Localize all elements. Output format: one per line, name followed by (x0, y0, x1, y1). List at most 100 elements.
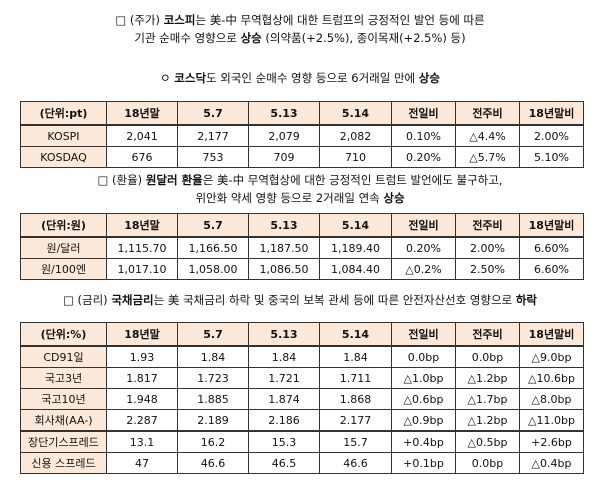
table-row: 회사채(AA-) 2.287 2.189 2.186 2.177 △0.9bp △1.2bp… (20, 409, 584, 432)
bold-term: 상승 (240, 31, 262, 45)
table-cell: 1.885 (177, 388, 249, 410)
row-label: CD91일 (20, 345, 107, 368)
fx-summary-line1: □ (환율) 원달러 환율은 美-中 무역협상에 대한 긍정적인 트럼트 발언에… (0, 172, 600, 188)
table-cell: △1.2bp (455, 367, 520, 389)
table-cell: 6.60% (519, 236, 584, 259)
column-header: 18년말 (106, 213, 178, 238)
column-header: 18년말비 (519, 101, 584, 126)
column-header: 전주비 (455, 322, 520, 347)
kosdaq-summary-line: ㅇ 코스닥도 외국인 순매수 영향 등으로 6거래일 만에 상승 (0, 70, 600, 86)
table-cell: 46.5 (248, 452, 320, 474)
table-cell: 1,187.50 (248, 236, 320, 259)
stock-table: (단위:pt) 18년말 5.7 5.13 5.14 전일비 전주비 18년말비 KOSPI 2,… (20, 101, 584, 168)
table-cell: △0.2% (391, 258, 456, 280)
fx-table: (단위:원) 18년말 5.7 5.13 5.14 전일비 전주비 18년말비 원/달러 1,11… (20, 213, 584, 280)
table-cell: △11.0bp (519, 409, 584, 432)
column-header: 전주비 (455, 213, 520, 238)
summary-text: 위안화 약세 영향 등으로 2거래일 연속 (195, 191, 384, 205)
summary-text: 기관 순매수 영향으로 (134, 31, 241, 45)
table-cell: 13.1 (106, 430, 178, 453)
bold-term: 상승 (418, 71, 440, 85)
rates-summary-line: □ (금리) 국채금리는 美 국채금리 하락 및 중국의 보복 관세 등에 따른… (0, 292, 600, 308)
column-header: 전일비 (391, 101, 456, 126)
table-cell: +0.4bp (391, 430, 456, 453)
table-cell: 710 (319, 146, 392, 168)
table-cell: 0.0bp (391, 345, 456, 368)
summary-text: 도 외국인 순매수 영향 등으로 6거래일 만에 (206, 71, 419, 85)
table-cell: 1.874 (248, 388, 320, 410)
bold-term: 코스피 (163, 13, 196, 27)
column-header: 5.13 (248, 101, 320, 126)
table-cell: △1.0bp (391, 367, 456, 389)
table-cell: 15.7 (319, 430, 392, 453)
table-cell: 1.723 (177, 367, 249, 389)
table-cell: 1,115.70 (106, 236, 178, 259)
bold-term: 원달러 환율 (145, 173, 203, 187)
table-cell: 2.189 (177, 409, 249, 432)
table-row: 국고10년 1.948 1.885 1.874 1.868 △0.6bp △1.7bp △8.… (20, 388, 584, 410)
column-header: 전일비 (391, 213, 456, 238)
column-header: 5.13 (248, 322, 320, 347)
table-cell: 15.3 (248, 430, 320, 453)
stock-summary-line2: 기관 순매수 영향으로 상승 (의약품(+2.5%), 종이목재(+2.5%) … (0, 30, 600, 46)
column-header: 5.14 (319, 322, 392, 347)
column-header: 18년말 (106, 322, 178, 347)
column-header: (단위:pt) (20, 101, 107, 126)
table-cell: 2.177 (319, 409, 392, 432)
table-cell: 709 (248, 146, 320, 168)
table-cell: 1.948 (106, 388, 178, 410)
table-row: KOSDAQ 676 753 709 710 0.20% △5.7% 5.10% (20, 146, 584, 168)
bold-term: 상승 (383, 191, 405, 205)
fx-summary-line2: 위안화 약세 영향 등으로 2거래일 연속 상승 (0, 190, 600, 206)
row-label: 원/100엔 (20, 258, 107, 280)
table-cell: △9.0bp (519, 345, 584, 368)
row-label: 회사채(AA-) (20, 409, 107, 432)
table-cell: 1.84 (248, 345, 320, 368)
table-cell: 1.84 (177, 345, 249, 368)
table-cell: 2,079 (248, 124, 320, 147)
table-cell: 1.868 (319, 388, 392, 410)
table-cell: 1.93 (106, 345, 178, 368)
table-cell: △0.5bp (455, 430, 520, 453)
table-header-row: (단위:pt) 18년말 5.7 5.13 5.14 전일비 전주비 18년말비 (20, 101, 584, 126)
column-header: 18년말비 (519, 322, 584, 347)
row-label: 국고3년 (20, 367, 107, 389)
rates-table: (단위:%) 18년말 5.7 5.13 5.14 전일비 전주비 18년말비 CD91일 1.9… (20, 322, 584, 474)
column-header: 전일비 (391, 322, 456, 347)
table-row: CD91일 1.93 1.84 1.84 1.84 0.0bp 0.0bp △9.0bp (20, 345, 584, 368)
table-cell: 1,017.10 (106, 258, 178, 280)
column-header: 18년말비 (519, 213, 584, 238)
row-label: 국고10년 (20, 388, 107, 410)
table-row: 국고3년 1.817 1.723 1.721 1.711 △1.0bp △1.2bp △10.… (20, 367, 584, 389)
section-marker: ㅇ (160, 71, 175, 85)
table-cell: 1,189.40 (319, 236, 392, 259)
row-label: 원/달러 (20, 236, 107, 259)
column-header: 5.14 (319, 213, 392, 238)
table-cell: 2,041 (106, 124, 178, 147)
table-header-row: (단위:원) 18년말 5.7 5.13 5.14 전일비 전주비 18년말비 (20, 213, 584, 238)
table-cell: △4.4% (455, 124, 520, 147)
summary-text: (의약품(+2.5%), 종이목재(+2.5%) 등) (261, 31, 466, 45)
table-cell: 2.00% (455, 236, 520, 259)
row-label: 신용 스프레드 (20, 452, 107, 474)
column-header: 5.7 (177, 322, 249, 347)
table-cell: +0.1bp (391, 452, 456, 474)
table-cell: 16.2 (177, 430, 249, 453)
table-cell: 0.20% (391, 236, 456, 259)
table-cell: 0.0bp (455, 452, 520, 474)
table-cell: 753 (177, 146, 249, 168)
column-header: 전주비 (455, 101, 520, 126)
table-row: 신용 스프레드 47 46.6 46.5 46.6 +0.1bp 0.0bp △0.4bp (20, 452, 584, 474)
row-label: KOSPI (20, 124, 107, 147)
section-marker: □ (주가) (115, 13, 164, 27)
table-row: 원/달러 1,115.70 1,166.50 1,187.50 1,189.40 0.20… (20, 236, 584, 259)
table-cell: △1.2bp (455, 409, 520, 432)
column-header: 5.7 (177, 213, 249, 238)
table-cell: △0.4bp (519, 452, 584, 474)
stock-summary-line1: □ (주가) 코스피는 美-中 무역협상에 대한 트럼프의 긍정적인 발언 등에… (0, 12, 600, 28)
table-cell: 0.0bp (455, 345, 520, 368)
column-header: 5.13 (248, 213, 320, 238)
summary-text: 은 美-中 무역협상에 대한 긍정적인 트럼트 발언에도 불구하고, (202, 173, 503, 187)
table-cell: △5.7% (455, 146, 520, 168)
table-row: 원/100엔 1,017.10 1,058.00 1,086.50 1,084.40 △0… (20, 258, 584, 280)
